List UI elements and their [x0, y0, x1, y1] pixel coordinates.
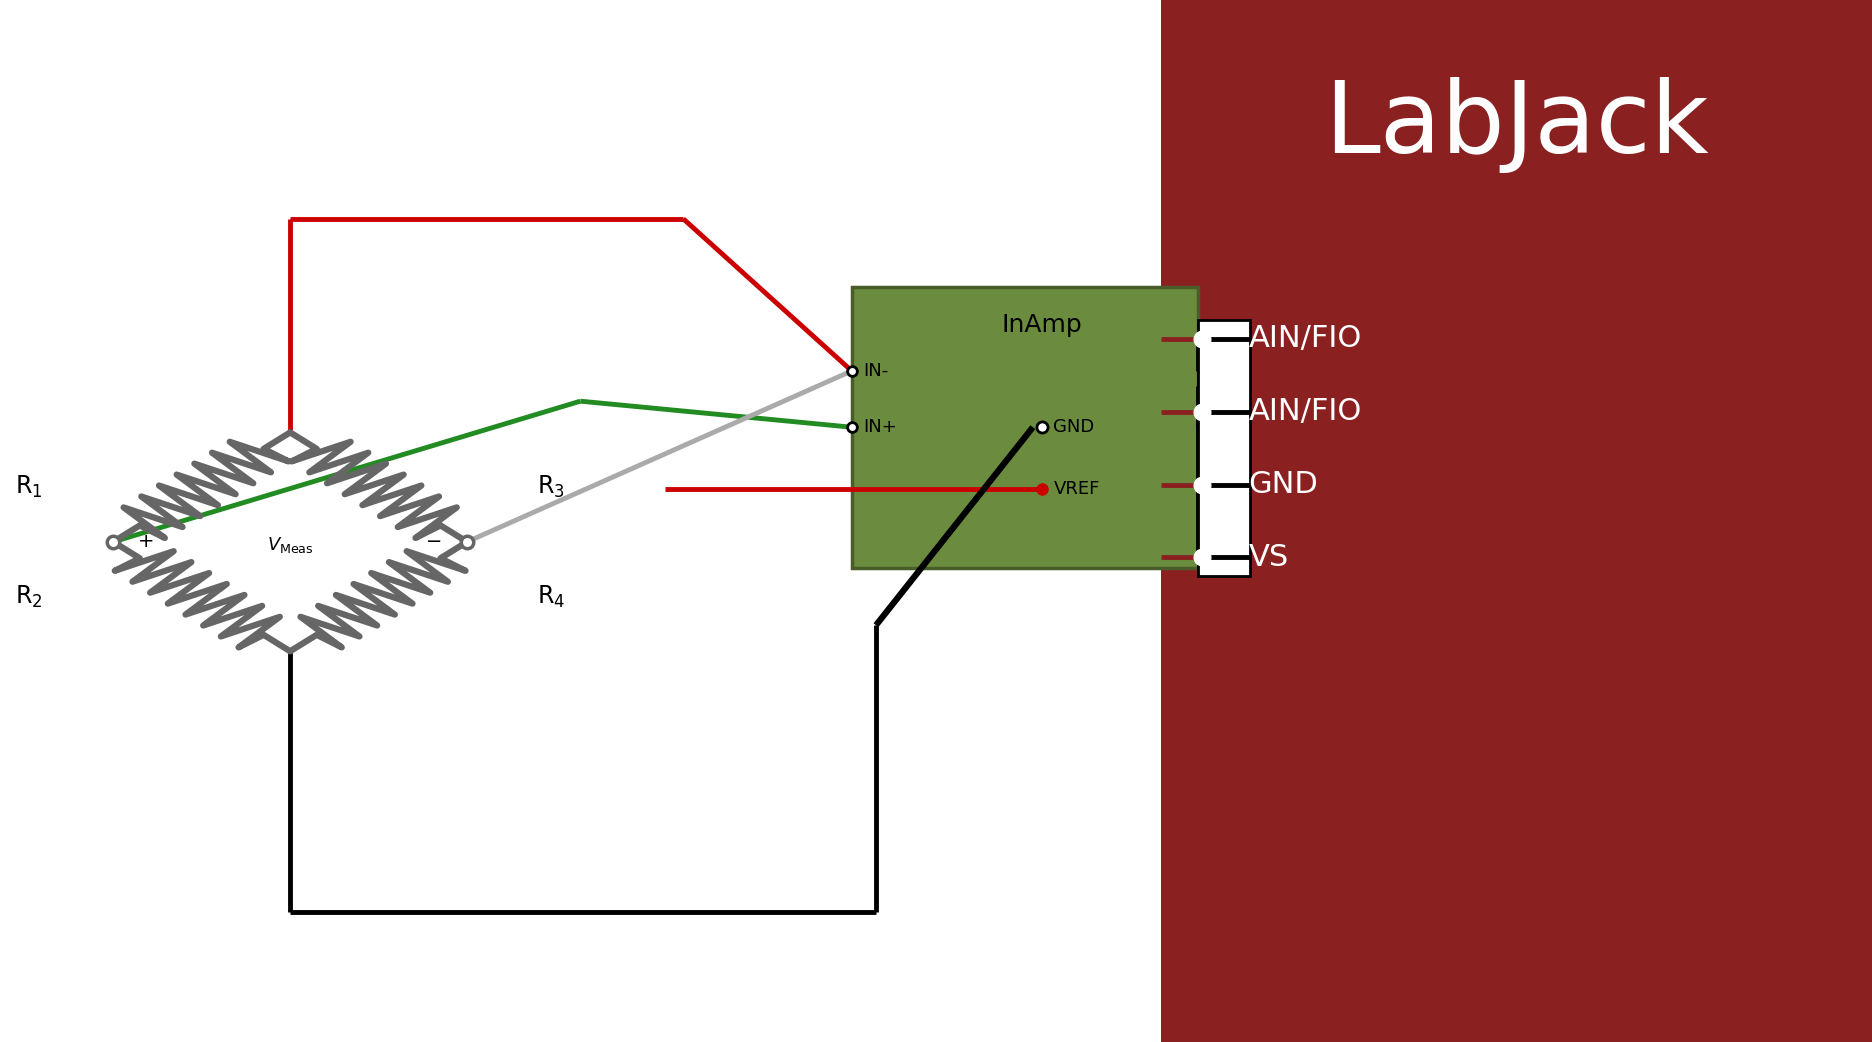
- Text: IN+: IN+: [863, 418, 897, 437]
- Text: AIN/FIO: AIN/FIO: [1249, 324, 1363, 353]
- Text: LabJack: LabJack: [1324, 76, 1709, 174]
- Text: R$_1$: R$_1$: [15, 474, 43, 500]
- Text: R$_3$: R$_3$: [537, 474, 565, 500]
- Bar: [1161, 0, 1872, 1042]
- Text: GND: GND: [1054, 418, 1095, 437]
- Text: R$_4$: R$_4$: [537, 584, 565, 610]
- Text: IN-: IN-: [863, 362, 887, 380]
- Text: $V_{\mathrm{Meas}}$: $V_{\mathrm{Meas}}$: [268, 535, 313, 555]
- Text: +: +: [139, 532, 154, 551]
- Text: VREF: VREF: [1054, 480, 1101, 498]
- Text: InAmp: InAmp: [1002, 313, 1082, 337]
- Bar: [1198, 320, 1250, 576]
- Text: GND: GND: [1249, 470, 1318, 499]
- Text: R$_2$: R$_2$: [15, 584, 43, 610]
- Text: VS: VS: [1249, 543, 1290, 572]
- Text: −: −: [427, 532, 442, 551]
- Bar: [852, 287, 1198, 568]
- Text: AIN/FIO: AIN/FIO: [1249, 397, 1363, 426]
